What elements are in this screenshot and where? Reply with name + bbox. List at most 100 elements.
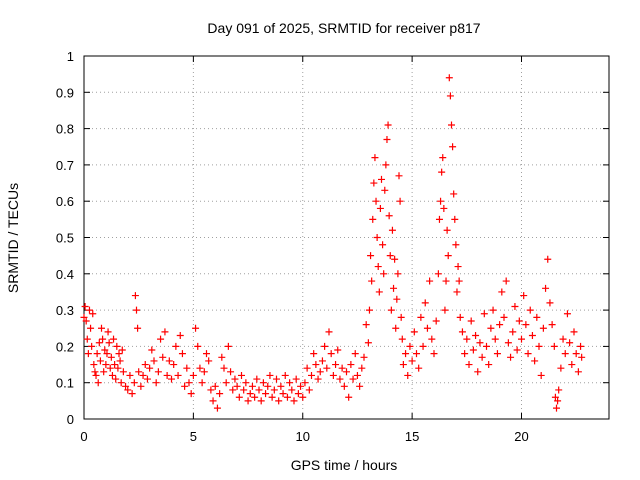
- data-point: [432, 317, 440, 325]
- data-point: [268, 393, 276, 401]
- y-tick-label: 0.9: [56, 85, 74, 100]
- data-point: [463, 335, 471, 343]
- data-point: [559, 335, 567, 343]
- y-axis-label: SRMTID / TECUs: [5, 183, 21, 293]
- data-point: [104, 328, 112, 336]
- data-point: [99, 335, 107, 343]
- data-point: [381, 186, 389, 194]
- data-point: [80, 313, 88, 321]
- data-point: [157, 335, 165, 343]
- data-point: [461, 350, 469, 358]
- data-point: [318, 357, 326, 365]
- y-tick-label: 0.1: [56, 376, 74, 391]
- x-axis-label: GPS time / hours: [291, 457, 398, 473]
- plot-frame: [83, 55, 610, 420]
- data-point: [264, 382, 272, 390]
- data-point: [356, 382, 364, 390]
- data-point: [566, 339, 574, 347]
- data-point: [305, 386, 313, 394]
- data-point: [135, 368, 143, 376]
- data-point: [398, 335, 406, 343]
- data-point: [229, 386, 237, 394]
- data-point: [314, 375, 322, 383]
- data-point: [130, 379, 138, 387]
- y-tick-label: 0.2: [56, 339, 74, 354]
- data-point: [509, 328, 517, 336]
- data-point: [578, 353, 586, 361]
- data-point: [397, 313, 405, 321]
- data-point: [112, 375, 120, 383]
- data-point: [170, 361, 178, 369]
- data-point: [452, 241, 460, 249]
- data-point: [270, 386, 278, 394]
- data-point: [84, 350, 92, 358]
- data-point: [378, 175, 385, 183]
- data-point: [504, 339, 512, 347]
- data-point: [437, 197, 445, 205]
- data-point: [351, 350, 359, 358]
- data-point: [455, 277, 463, 285]
- data-point: [518, 335, 525, 343]
- data-point: [472, 332, 480, 340]
- data-point: [404, 371, 412, 379]
- data-point: [168, 375, 175, 383]
- data-point: [101, 346, 109, 354]
- data-point: [310, 350, 318, 358]
- data-point: [520, 292, 528, 300]
- data-point: [375, 288, 383, 296]
- grid-lines: [84, 56, 609, 419]
- data-point: [209, 397, 217, 405]
- data-point: [323, 364, 331, 372]
- data-point: [496, 321, 504, 329]
- data-point: [390, 284, 398, 292]
- data-point: [133, 306, 140, 314]
- data-point: [428, 335, 436, 343]
- data-point: [150, 357, 158, 365]
- data-point: [369, 215, 377, 223]
- data-point: [372, 197, 380, 205]
- data-point: [106, 364, 114, 372]
- data-point: [542, 284, 550, 292]
- data-point: [555, 386, 563, 394]
- data-point: [360, 353, 368, 361]
- x-tick-label: 20: [514, 429, 528, 444]
- data-point: [561, 350, 569, 358]
- data-point: [227, 368, 235, 376]
- data-point: [445, 74, 453, 82]
- data-point: [292, 375, 300, 383]
- data-point: [487, 324, 495, 332]
- data-point: [165, 357, 173, 365]
- data-point: [172, 342, 180, 350]
- y-tick-label: 0.3: [56, 303, 74, 318]
- data-point: [82, 317, 90, 325]
- data-point: [325, 328, 333, 336]
- data-point: [244, 397, 252, 405]
- data-point: [88, 342, 96, 350]
- data-point: [491, 335, 499, 343]
- data-point: [374, 263, 382, 271]
- data-point: [111, 361, 119, 369]
- data-point: [96, 357, 104, 365]
- data-point: [148, 346, 156, 354]
- data-point: [343, 368, 350, 376]
- data-point: [303, 364, 311, 372]
- data-point: [163, 371, 171, 379]
- data-point: [511, 302, 519, 310]
- data-point: [554, 397, 562, 405]
- data-point: [539, 324, 547, 332]
- data-point: [103, 350, 111, 358]
- data-point: [394, 270, 402, 278]
- data-point: [321, 342, 329, 350]
- data-point: [107, 353, 115, 361]
- data-point: [185, 379, 193, 387]
- data-point: [379, 241, 387, 249]
- data-point: [370, 179, 378, 187]
- x-tick-labels: 0 5 10 15 20: [80, 429, 528, 444]
- data-point: [183, 364, 191, 372]
- data-point: [557, 364, 565, 372]
- data-point: [93, 350, 101, 358]
- data-point: [281, 371, 289, 379]
- data-point: [100, 368, 108, 376]
- data-point: [568, 361, 576, 369]
